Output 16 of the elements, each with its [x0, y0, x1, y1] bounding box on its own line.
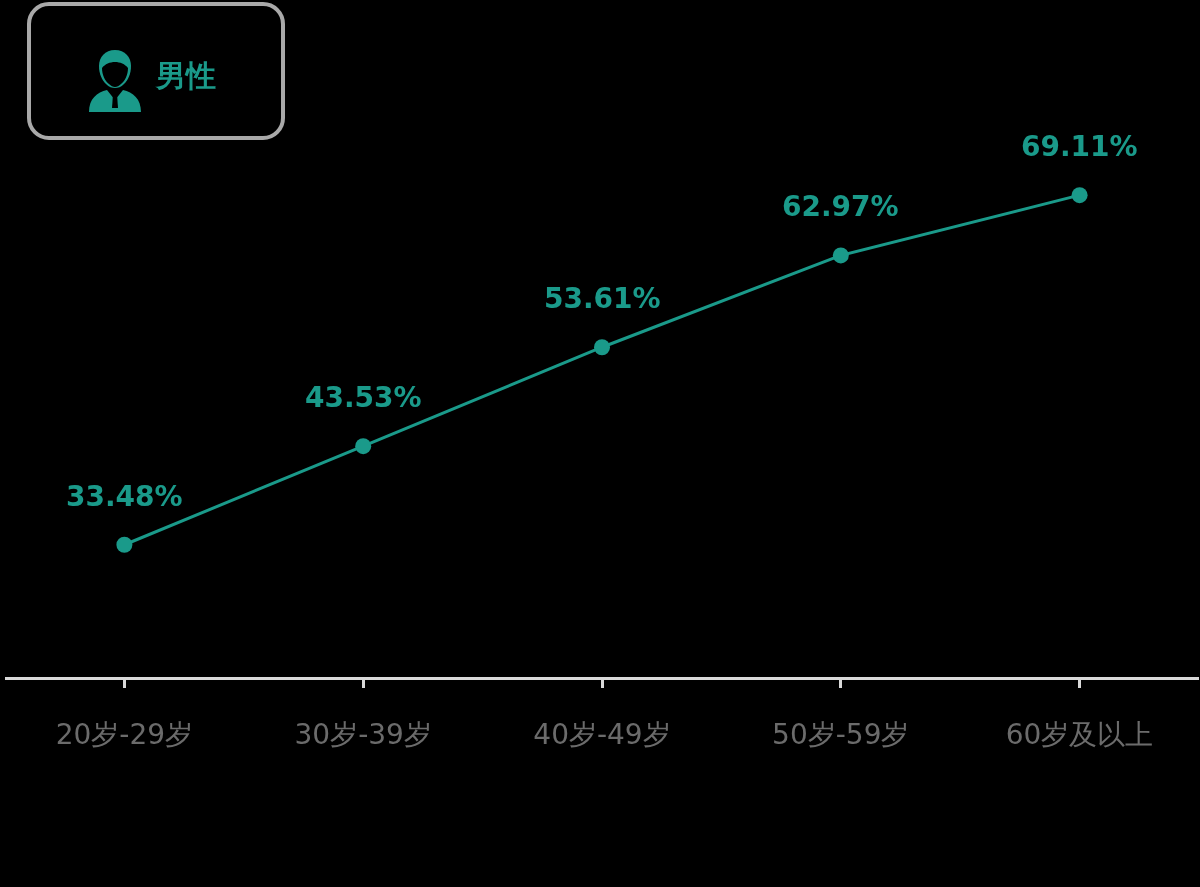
point — [355, 438, 372, 455]
data-label: 69.11% — [1021, 130, 1138, 163]
x-tick-label: 40岁-49岁 — [533, 717, 671, 751]
x-tick-label: 60岁及以上 — [1005, 717, 1154, 751]
x-tick-label: 50岁-59岁 — [772, 717, 910, 751]
point — [594, 339, 610, 356]
point — [116, 536, 133, 553]
data-label: 53.61% — [544, 282, 661, 315]
point — [1071, 187, 1088, 204]
point — [832, 247, 849, 264]
data-label: 43.53% — [305, 381, 422, 414]
data-label: 33.48% — [66, 480, 183, 513]
x-tick-label: 20岁-29岁 — [55, 717, 194, 751]
x-tick-label: 30岁-39岁 — [294, 717, 432, 751]
data-label: 62.97% — [782, 190, 899, 223]
rounded-frame: 男性 — [27, 2, 285, 140]
